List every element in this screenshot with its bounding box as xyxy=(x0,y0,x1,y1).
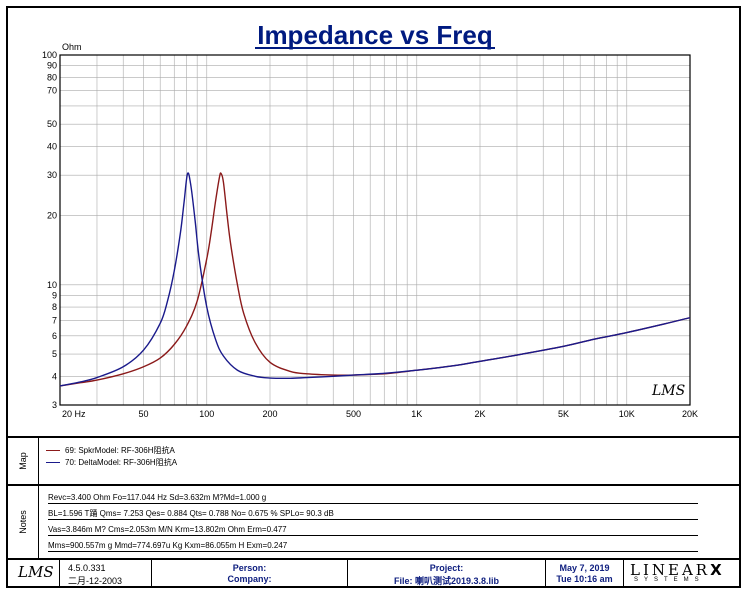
impedance-chart: Impedance vs Freq 20 Hz 50 100 200 500 1K 2K 5K… xyxy=(42,20,698,419)
legend-item-delta-model[interactable]: 70: DeltaModel: RF-306H阻抗A xyxy=(46,457,177,468)
y-tick-label: 50 xyxy=(47,119,57,129)
y-tick-label: 3 xyxy=(52,400,57,410)
brand-x: X xyxy=(710,561,725,579)
footer-bar: LMS 4.5.0.331 二月-12-2003 Person: Company… xyxy=(8,558,739,586)
footer-file-label: File: 喇叭测试2019.3.8.lib xyxy=(393,576,500,586)
x-tick-label: 200 xyxy=(262,409,277,419)
plot-area-border xyxy=(59,54,691,406)
y-tick-label: 30 xyxy=(47,170,57,180)
footer-brand-cell: LINEARX SYSTEMS xyxy=(624,560,739,586)
x-tick-label: 20 Hz xyxy=(62,409,86,419)
footer-date: 二月-12-2003 xyxy=(68,576,123,586)
brand-logo: LINEARX xyxy=(630,561,725,579)
x-tick-label: 20K xyxy=(682,409,698,419)
plot-logo: LMS xyxy=(651,383,685,399)
x-tick-label: 5K xyxy=(558,409,569,419)
footer-print-date: May 7, 2019 xyxy=(559,563,610,573)
notes-panel: Notes Revc=3.400 Ohm Fo=117.044 Hz Sd=3.… xyxy=(8,484,739,558)
series-line-delta-model xyxy=(59,172,691,387)
y-tick-label: 100 xyxy=(42,50,57,60)
note-row[interactable]: Mms=900.557m g Mmd=774.697u Kg Kxm=86.05… xyxy=(48,540,698,552)
x-tick-label: 50 xyxy=(139,409,149,419)
ticks-layer: 20 Hz 50 100 200 500 1K 2K 5K 10K 20K100908070504… xyxy=(42,50,698,419)
y-tick-label: 5 xyxy=(52,349,57,359)
y-tick-label: 80 xyxy=(47,72,57,82)
y-tick-label: 10 xyxy=(47,280,57,290)
x-tick-label: 10K xyxy=(619,409,635,419)
x-tick-label: 2K xyxy=(474,409,485,419)
y-tick-label: 40 xyxy=(47,141,57,151)
map-label: Map xyxy=(18,452,28,470)
note-text: Mms=900.557m g Mmd=774.697u Kg Kxm=86.05… xyxy=(48,541,288,550)
x-tick-label: 1K xyxy=(411,409,422,419)
footer-project-cell: Project: File: 喇叭测试2019.3.8.lib xyxy=(348,560,546,586)
y-tick-label: 9 xyxy=(52,290,57,300)
legend-text-spkr: 69: SpkrModel: RF-306H阻抗A xyxy=(65,446,175,455)
y-tick-label: 7 xyxy=(52,315,57,325)
y-unit-label: Ohm xyxy=(62,42,82,52)
notes-side: Notes xyxy=(8,486,39,558)
footer-version-cell: 4.5.0.331 二月-12-2003 xyxy=(60,560,152,586)
window-frame xyxy=(6,6,741,588)
note-text: Revc=3.400 Ohm Fo=117.044 Hz Sd=3.632m M… xyxy=(48,493,267,502)
footer-company-label: Company: xyxy=(227,574,272,584)
notes-label: Notes xyxy=(18,510,28,534)
legend-text-delta: 70: DeltaModel: RF-306H阻抗A xyxy=(65,458,178,467)
series-layer xyxy=(59,172,691,387)
chart-title: Impedance vs Freq xyxy=(257,20,493,50)
brand-name: LINEAR xyxy=(630,561,711,579)
x-tick-label: 500 xyxy=(346,409,361,419)
y-tick-label: 20 xyxy=(47,211,57,221)
y-tick-label: 8 xyxy=(52,302,57,312)
y-tick-label: 6 xyxy=(52,331,57,341)
footer-datetime-cell: May 7, 2019 Tue 10:16 am xyxy=(546,560,624,586)
legend-item-spkr-model[interactable]: 69: SpkrModel: RF-306H阻抗A xyxy=(46,445,175,456)
y-tick-label: 90 xyxy=(47,61,57,71)
footer-logo-cell: LMS xyxy=(8,560,60,586)
x-tick-label: 100 xyxy=(199,409,214,419)
y-tick-label: 70 xyxy=(47,86,57,96)
chart-grid xyxy=(60,55,690,405)
map-side: Map xyxy=(8,438,39,484)
footer-person-label: Person: xyxy=(232,563,267,573)
note-row[interactable]: BL=1.596 T踊 Qms= 7.253 Qes= 0.884 Qts= 0… xyxy=(48,508,698,520)
map-panel: Map 69: SpkrModel: RF-306H阻抗A 70: DeltaM… xyxy=(8,436,739,484)
footer-print-time: Tue 10:16 am xyxy=(556,574,613,584)
y-tick-label: 4 xyxy=(52,371,57,381)
note-row[interactable]: Vas=3.846m M? Cms=2.053m M/N Krm=13.802m… xyxy=(48,524,698,536)
legend-line-delta xyxy=(46,462,60,463)
footer-version: 4.5.0.331 xyxy=(68,563,106,573)
note-row[interactable]: Revc=3.400 Ohm Fo=117.044 Hz Sd=3.632m M… xyxy=(48,492,698,504)
footer-logo: LMS xyxy=(18,563,54,581)
footer-person-cell: Person: Company: xyxy=(152,560,348,586)
brand-subtitle: SYSTEMS xyxy=(634,577,705,583)
note-text: BL=1.596 T踊 Qms= 7.253 Qes= 0.884 Qts= 0… xyxy=(48,509,334,518)
legend-line-spkr xyxy=(46,450,60,451)
footer-project-label: Project: xyxy=(429,563,464,573)
note-text: Vas=3.846m M? Cms=2.053m M/N Krm=13.802m… xyxy=(48,525,287,534)
